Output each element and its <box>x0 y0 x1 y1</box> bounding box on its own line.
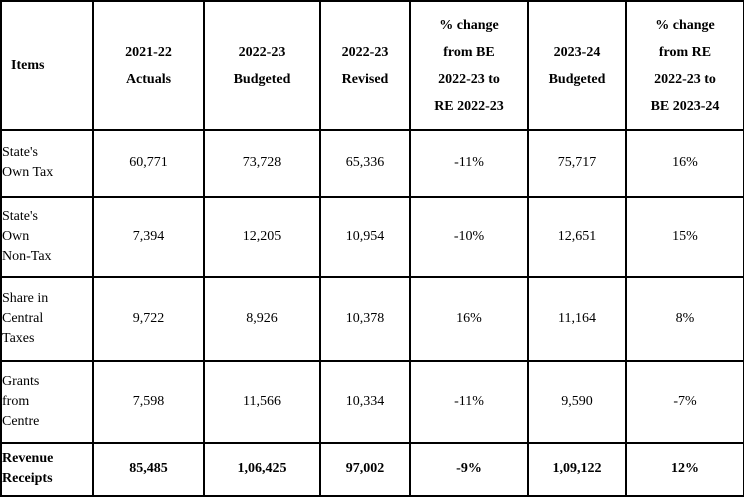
cell-pct-be-re: -11% <box>409 359 529 444</box>
cell-budgeted-22: 11,566 <box>203 359 321 444</box>
table-row-revenue-receipts-total: Revenue Receipts 85,485 1,06,425 97,002 … <box>0 441 744 498</box>
row-label: State's Own Non-Tax <box>0 195 94 279</box>
cell-budgeted-23: 9,590 <box>527 359 627 444</box>
row-label: Share in Central Taxes <box>0 276 94 362</box>
row-label: Grants from Centre <box>0 359 94 444</box>
cell-budgeted-23: 75,717 <box>527 129 627 198</box>
cell-revised: 10,378 <box>319 276 411 362</box>
cell-budgeted-23: 11,164 <box>527 276 627 362</box>
cell-pct-be-re: -10% <box>409 195 529 279</box>
cell-pct-be-re: 16% <box>409 276 529 362</box>
cell-pct-re-be: -7% <box>625 359 744 444</box>
cell-budgeted-22: 8,926 <box>203 276 321 362</box>
col-header-2022-23-revised: 2022-23 Revised <box>319 0 411 132</box>
col-header-pct-change-be-to-re: % change from BE 2022-23 to RE 2022-23 <box>409 0 529 132</box>
cell-budgeted-23: 12,651 <box>527 195 627 279</box>
cell-revised: 10,954 <box>319 195 411 279</box>
cell-actuals: 9,722 <box>92 276 205 362</box>
table-header-row: Items 2021-22 Actuals 2022-23 Budgeted 2… <box>0 0 744 132</box>
cell-pct-re-be: 8% <box>625 276 744 362</box>
cell-revised: 10,334 <box>319 359 411 444</box>
cell-budgeted-22: 12,205 <box>203 195 321 279</box>
cell-revised: 65,336 <box>319 129 411 198</box>
col-header-2021-22-actuals: 2021-22 Actuals <box>92 0 205 132</box>
cell-budgeted-22: 73,728 <box>203 129 321 198</box>
cell-actuals: 7,394 <box>92 195 205 279</box>
cell-actuals: 7,598 <box>92 359 205 444</box>
table-row-states-own-non-tax: State's Own Non-Tax 7,394 12,205 10,954 … <box>0 195 744 279</box>
cell-revised: 97,002 <box>319 441 411 498</box>
cell-pct-re-be: 15% <box>625 195 744 279</box>
cell-pct-re-be: 16% <box>625 129 744 198</box>
cell-pct-be-re: -9% <box>409 441 529 498</box>
cell-pct-be-re: -11% <box>409 129 529 198</box>
cell-actuals: 60,771 <box>92 129 205 198</box>
col-header-2022-23-budgeted: 2022-23 Budgeted <box>203 0 321 132</box>
table-row-share-in-central-taxes: Share in Central Taxes 9,722 8,926 10,37… <box>0 276 744 362</box>
col-header-pct-change-re-to-be: % change from RE 2022-23 to BE 2023-24 <box>625 0 744 132</box>
cell-budgeted-23: 1,09,122 <box>527 441 627 498</box>
col-header-items: Items <box>0 0 94 132</box>
table-row-states-own-tax: State's Own Tax 60,771 73,728 65,336 -11… <box>0 129 744 198</box>
col-header-2023-24-budgeted: 2023-24 Budgeted <box>527 0 627 132</box>
row-label: Revenue Receipts <box>0 441 94 498</box>
row-label: State's Own Tax <box>0 129 94 198</box>
cell-actuals: 85,485 <box>92 441 205 498</box>
table-row-grants-from-centre: Grants from Centre 7,598 11,566 10,334 -… <box>0 359 744 444</box>
cell-pct-re-be: 12% <box>625 441 744 498</box>
cell-budgeted-22: 1,06,425 <box>203 441 321 498</box>
